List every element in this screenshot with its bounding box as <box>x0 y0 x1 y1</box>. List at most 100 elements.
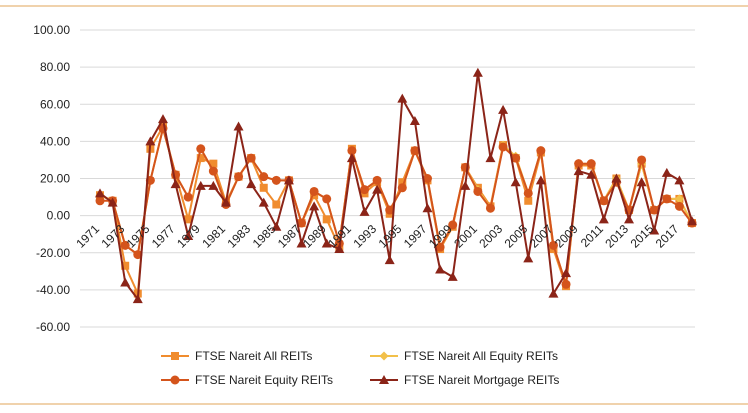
data-point <box>195 180 206 190</box>
y-tick-label: 0.00 <box>47 209 71 223</box>
data-point <box>435 264 446 274</box>
x-tick-label: 2017 <box>653 222 682 251</box>
data-point <box>611 173 622 183</box>
x-tick-label: 1977 <box>149 222 178 251</box>
legend-label: FTSE Nareit Equity REITs <box>195 373 333 387</box>
data-point <box>661 167 672 177</box>
data-point <box>259 183 268 192</box>
data-point <box>271 175 281 185</box>
legend-item: FTSE Nareit All REITs <box>161 349 312 363</box>
data-point <box>674 201 684 211</box>
data-point <box>272 200 281 209</box>
legend-label: FTSE Nareit All REITs <box>195 349 312 363</box>
y-tick-label: -60.00 <box>36 320 70 334</box>
data-point <box>473 186 483 196</box>
data-point <box>322 215 331 224</box>
data-point <box>397 183 407 193</box>
data-point <box>637 155 647 165</box>
data-point <box>598 214 609 224</box>
data-point <box>586 159 596 169</box>
data-point <box>208 166 218 176</box>
data-point <box>548 240 558 250</box>
data-point <box>523 253 534 263</box>
data-point <box>485 153 496 163</box>
legend-swatch-marker <box>170 375 180 385</box>
data-point <box>573 166 584 176</box>
data-point <box>448 220 458 230</box>
series-lines <box>95 67 697 304</box>
data-point <box>184 215 193 224</box>
data-point <box>220 197 231 207</box>
data-point <box>322 194 332 204</box>
data-point <box>524 196 533 205</box>
x-tick-label: 2011 <box>578 222 606 250</box>
data-point <box>511 153 521 163</box>
legend-label: FTSE Nareit Mortgage REITs <box>404 373 559 387</box>
data-point <box>599 196 609 206</box>
data-point <box>347 146 357 156</box>
data-point <box>435 242 445 252</box>
data-point <box>535 175 546 185</box>
data-point <box>624 214 635 224</box>
series-line <box>99 71 693 301</box>
y-tick-label: -20.00 <box>36 246 70 260</box>
data-point <box>561 268 572 278</box>
data-point <box>536 146 546 156</box>
data-point <box>183 192 193 202</box>
data-point <box>246 179 257 189</box>
legend-swatch-marker <box>379 375 389 384</box>
data-point <box>120 277 131 287</box>
x-tick-label: 1971 <box>73 222 102 251</box>
data-point <box>510 177 521 187</box>
data-point <box>523 188 533 198</box>
x-tick-label: 2009 <box>552 222 581 251</box>
data-point <box>548 288 559 298</box>
x-tick-label: 2003 <box>476 222 505 251</box>
data-point <box>649 225 660 235</box>
data-point <box>460 180 471 190</box>
series-3 <box>95 123 697 289</box>
legend-swatch-marker <box>171 352 179 360</box>
data-point <box>649 205 659 215</box>
data-point <box>107 197 118 207</box>
data-point <box>687 216 697 226</box>
legend: FTSE Nareit All REITs FTSE Nareit All Equ… <box>161 349 559 387</box>
x-axis-tick-labels: 1971197319751977197919811983198519871989… <box>73 222 681 251</box>
data-point <box>258 197 269 207</box>
data-point <box>121 261 130 270</box>
series-line <box>99 127 693 286</box>
data-point <box>196 154 205 163</box>
x-tick-label: 1981 <box>199 222 228 251</box>
data-point <box>485 203 495 213</box>
data-point <box>586 169 597 179</box>
data-point <box>472 67 483 77</box>
data-point <box>662 194 672 204</box>
data-point <box>170 179 181 189</box>
data-point <box>410 146 420 156</box>
series-2 <box>95 123 697 289</box>
y-tick-label: 100.00 <box>33 23 70 37</box>
data-point <box>283 175 294 185</box>
series-line <box>99 125 693 295</box>
data-point <box>498 104 509 114</box>
data-point <box>209 159 218 168</box>
data-point <box>385 205 395 215</box>
data-point <box>561 279 571 289</box>
data-point <box>447 271 458 281</box>
data-point <box>271 221 282 231</box>
series-4 <box>95 67 697 304</box>
data-point <box>674 194 684 204</box>
data-point <box>372 184 383 194</box>
data-point <box>498 142 508 152</box>
data-point <box>259 172 269 182</box>
x-tick-label: 1983 <box>224 222 253 251</box>
data-point <box>359 206 370 216</box>
data-point <box>208 180 219 190</box>
data-point <box>422 174 432 183</box>
data-point <box>297 218 307 228</box>
y-tick-label: 60.00 <box>40 97 70 111</box>
data-point <box>120 240 130 250</box>
y-tick-label: 20.00 <box>40 172 70 186</box>
x-tick-label: 1993 <box>350 222 379 251</box>
